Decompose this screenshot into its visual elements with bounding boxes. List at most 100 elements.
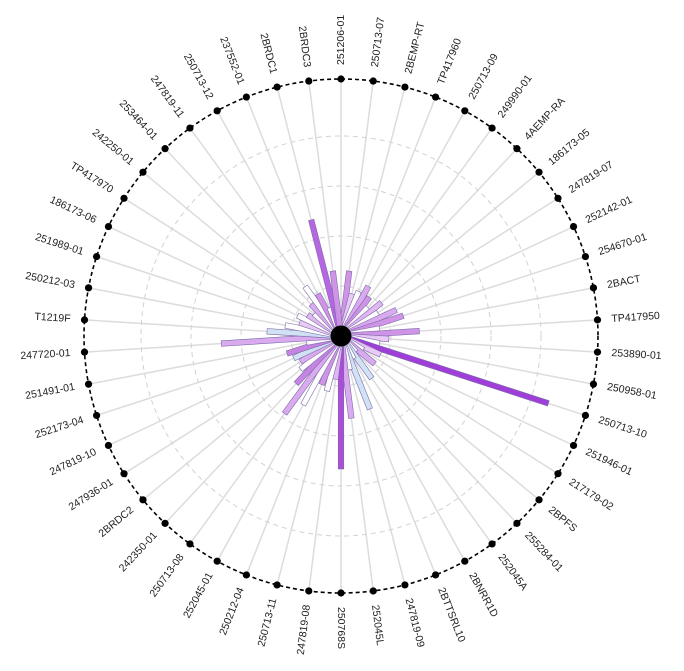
ring-dots xyxy=(80,75,602,597)
ring-dot xyxy=(554,470,562,478)
category-label: 247819-11 xyxy=(148,73,187,120)
ring-dot xyxy=(461,107,469,115)
ring-dot xyxy=(461,557,469,565)
spoke-line xyxy=(142,171,342,337)
ring-dot xyxy=(369,77,377,85)
ring-dot xyxy=(120,470,128,478)
ring-dot xyxy=(432,93,440,101)
spoke-line xyxy=(340,287,594,337)
category-label: 247819-09 xyxy=(403,597,427,649)
ring-dot xyxy=(80,316,89,324)
ring-dot xyxy=(80,348,89,356)
ring-dot xyxy=(161,145,169,153)
ring-dot xyxy=(242,571,250,579)
category-label: 251946-01 xyxy=(584,446,635,478)
ring-dot xyxy=(186,540,194,548)
ring-dot xyxy=(84,284,93,292)
category-label: 254670-01 xyxy=(597,231,649,258)
category-label: 242350-01 xyxy=(117,529,160,574)
ring-dot xyxy=(569,441,578,450)
category-label: 2BACT xyxy=(606,273,642,291)
category-label: 250713-07 xyxy=(369,16,387,67)
ring-dot xyxy=(369,587,377,595)
ring-dot xyxy=(569,222,578,231)
ring-dot xyxy=(589,380,598,388)
ring-dot xyxy=(535,496,543,504)
category-label: 250713-09 xyxy=(466,51,501,101)
category-label: 2BRDC1 xyxy=(257,32,279,75)
category-label: 255284-01 xyxy=(522,529,565,574)
category-label: 250713-12 xyxy=(181,52,216,102)
ring-dot xyxy=(589,284,598,292)
ring-dot xyxy=(273,83,281,91)
ring-dot xyxy=(337,75,345,83)
category-label: 2BPFS xyxy=(546,504,579,534)
category-label: TP417960 xyxy=(435,37,464,87)
bars-layer xyxy=(220,218,550,470)
spoke-line xyxy=(245,96,342,337)
category-label: 250713-08 xyxy=(147,552,186,600)
ring-dot xyxy=(513,145,521,153)
category-label: 252045L xyxy=(369,604,386,646)
ring-dot xyxy=(488,124,496,132)
outer-ring-circle xyxy=(83,78,599,594)
ring-dot xyxy=(432,571,440,579)
ring-dot xyxy=(213,107,221,115)
category-label: 2BRDC2 xyxy=(96,504,136,540)
spoke-line xyxy=(340,335,466,562)
spoke-line xyxy=(340,335,406,586)
ring-dot xyxy=(337,589,345,597)
ring-dot xyxy=(92,411,101,420)
category-label: TP417970 xyxy=(68,160,115,196)
ring-dot xyxy=(120,194,128,202)
category-label: 4AEMP-RA xyxy=(522,95,567,142)
spoke-line xyxy=(340,335,594,385)
category-label: 247936-01 xyxy=(67,476,116,513)
category-label: 253464-01 xyxy=(117,98,160,143)
ring-dot xyxy=(401,581,409,589)
category-label: 250713-10 xyxy=(597,414,649,441)
ring-dot xyxy=(401,83,409,91)
ring-dot xyxy=(213,557,221,565)
ring-dot xyxy=(593,316,602,324)
category-label: 253890-01 xyxy=(611,347,662,362)
ring-dot xyxy=(242,93,250,101)
category-label: 2BNRR1D xyxy=(466,571,500,620)
category-label: 247819-07 xyxy=(567,159,616,196)
ring-dot xyxy=(84,380,93,388)
category-label: 247819-10 xyxy=(48,446,99,478)
ring-dot xyxy=(104,441,113,450)
spoke-line xyxy=(340,335,518,524)
spoke-line xyxy=(340,335,559,475)
spoke-line xyxy=(88,335,342,385)
grid-circle xyxy=(290,285,392,387)
ring-dot xyxy=(488,540,496,548)
ring-dot xyxy=(139,168,147,176)
category-label: 250212-04 xyxy=(217,586,247,637)
category-label: 247720-01 xyxy=(20,347,71,362)
category-label: 250768S xyxy=(335,607,347,649)
category-label: 252173-04 xyxy=(34,414,86,441)
category-label: 251206-01 xyxy=(335,15,347,65)
ring-dot xyxy=(186,124,194,132)
ring-dot xyxy=(161,519,169,527)
outer-ring xyxy=(83,78,599,594)
category-label: TP417950 xyxy=(611,310,660,325)
ring-dot xyxy=(535,168,543,176)
category-label: 250958-01 xyxy=(606,381,658,402)
ring-dot xyxy=(581,411,590,420)
ring-dot xyxy=(104,222,113,231)
ring-dot xyxy=(305,587,313,595)
category-label: 217179-02 xyxy=(567,476,616,513)
category-label: 251989-01 xyxy=(34,231,86,258)
category-label: 250212-03 xyxy=(24,270,76,291)
category-label: 2BEMP-RT xyxy=(403,20,428,75)
category-label: 249990-01 xyxy=(495,72,534,120)
category-label: 186173-06 xyxy=(48,194,99,226)
center-hub xyxy=(330,325,352,347)
ring-dot xyxy=(92,252,101,261)
grid-circle xyxy=(190,185,492,487)
category-label: 250713-11 xyxy=(255,597,279,648)
ring-dot xyxy=(581,252,590,261)
